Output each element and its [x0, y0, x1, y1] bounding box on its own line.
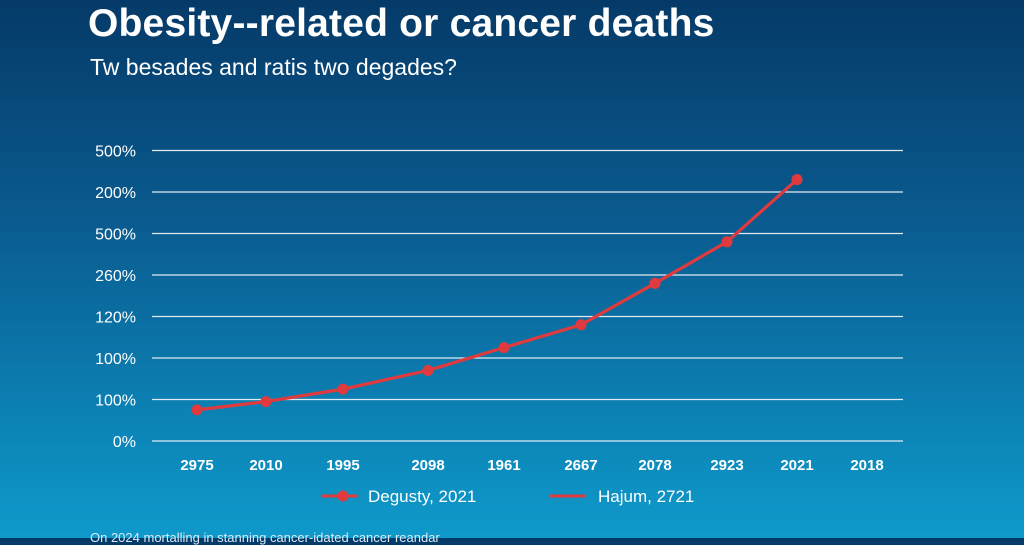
- data-point: [721, 236, 733, 248]
- data-point: [260, 396, 272, 408]
- series-line: [195, 177, 799, 412]
- legend: Degusty, 2021 Hajum, 2721: [322, 487, 694, 506]
- y-tick-label: 260%: [95, 268, 136, 285]
- x-tick-label: 2098: [411, 457, 444, 474]
- y-tick-label: 0%: [113, 434, 136, 451]
- x-tick-label: 2078: [638, 457, 671, 474]
- legend-label: Degusty, 2021: [368, 487, 476, 506]
- data-point: [575, 319, 587, 331]
- chart-title: Obesity--related or cancer deaths: [88, 2, 715, 45]
- data-point: [337, 383, 349, 395]
- x-tick-label: 2010: [249, 457, 282, 474]
- data-point: [191, 404, 203, 416]
- y-tick-label: 500%: [95, 144, 136, 161]
- y-axis-ticks: 0% 100% 100% 120% 260% 500% 200% 500%: [95, 144, 136, 452]
- series-layer: [191, 174, 803, 416]
- y-tick-label: 120%: [95, 310, 136, 327]
- y-tick-label: 100%: [95, 351, 136, 368]
- x-axis-ticks: 2975 2010 1995 2098 1961 2667 2078 2923 2021 2018: [180, 457, 883, 474]
- x-tick-label: 2021: [780, 457, 813, 474]
- y-tick-label: 100%: [95, 393, 136, 410]
- legend-label: Hajum, 2721: [598, 487, 694, 506]
- data-point: [498, 342, 510, 354]
- data-point: [422, 364, 434, 376]
- x-tick-label: 2018: [850, 457, 883, 474]
- x-tick-label: 1961: [487, 457, 520, 474]
- gridlines: [152, 149, 903, 442]
- data-point: [791, 174, 803, 186]
- x-tick-label: 2667: [564, 457, 597, 474]
- y-tick-label: 500%: [95, 227, 136, 244]
- chart-subtitle: Tw besades and ratis two degades?: [90, 54, 457, 80]
- x-tick-label: 1995: [326, 457, 359, 474]
- x-tick-label: 2975: [180, 457, 213, 474]
- y-tick-label: 200%: [95, 185, 136, 202]
- legend-swatch-marker: [337, 490, 349, 502]
- data-point: [649, 277, 661, 289]
- x-tick-label: 2923: [710, 457, 743, 474]
